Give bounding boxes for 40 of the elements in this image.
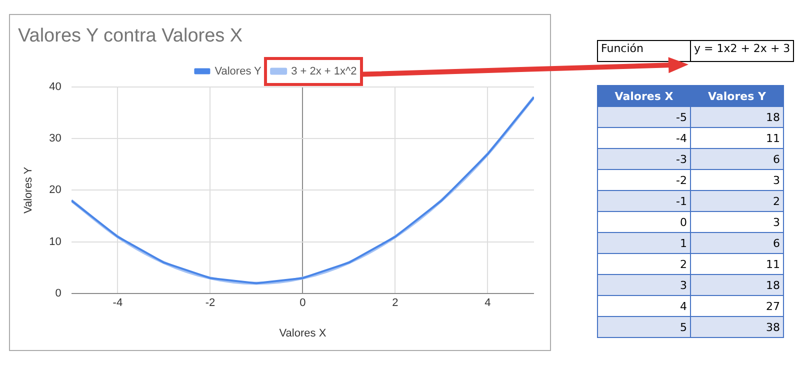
- x-tick-label: -4: [112, 297, 123, 310]
- text: 3: [690, 170, 784, 190]
- text: 3: [690, 212, 784, 232]
- text: 6: [690, 148, 784, 170]
- text: 2: [598, 254, 690, 274]
- text: 1: [598, 232, 690, 254]
- y-axis-title: Valores Y: [22, 166, 35, 214]
- text: 0: [598, 212, 690, 232]
- x-tick-label: 2: [392, 297, 398, 310]
- x-axis-title: Valores X: [279, 327, 327, 340]
- text: 5: [598, 316, 690, 338]
- text: -1: [598, 190, 690, 212]
- x-tick-label: 0: [300, 297, 306, 310]
- legend-label: Valores Y: [214, 65, 262, 78]
- text: Valores Y: [708, 90, 766, 102]
- text: -3: [598, 148, 690, 170]
- y-tick-label: 0: [55, 288, 62, 300]
- text: Función: [598, 40, 690, 62]
- text: 18: [690, 106, 784, 128]
- text: 27: [690, 296, 784, 316]
- x-tick-label: -2: [205, 297, 216, 310]
- text: -4: [598, 128, 690, 148]
- text: -2: [598, 170, 690, 190]
- text: Valores X: [614, 90, 674, 102]
- text: 11: [690, 254, 784, 274]
- x-tick-label: 4: [484, 297, 491, 310]
- text: 18: [690, 274, 784, 296]
- y-tick-label: 10: [49, 236, 62, 248]
- y-tick-label: 20: [49, 184, 62, 196]
- text: -5: [598, 106, 690, 128]
- text: 6: [690, 232, 784, 254]
- y-tick-label: 30: [49, 132, 62, 145]
- text: 38: [690, 316, 784, 338]
- text: y = 1x2 + 2x + 3: [690, 40, 794, 62]
- text: 2: [690, 190, 784, 212]
- y-tick-label: 40: [49, 80, 62, 93]
- legend-label: 3 + 2x + 1x^2: [291, 65, 357, 78]
- chart-title: Valores Y contra Valores X: [18, 26, 243, 47]
- text: 11: [690, 128, 784, 148]
- text: 3: [598, 274, 690, 296]
